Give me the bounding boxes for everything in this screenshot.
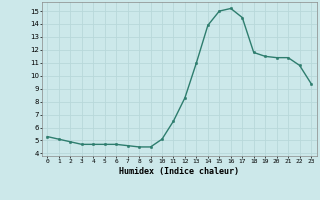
X-axis label: Humidex (Indice chaleur): Humidex (Indice chaleur) (119, 167, 239, 176)
